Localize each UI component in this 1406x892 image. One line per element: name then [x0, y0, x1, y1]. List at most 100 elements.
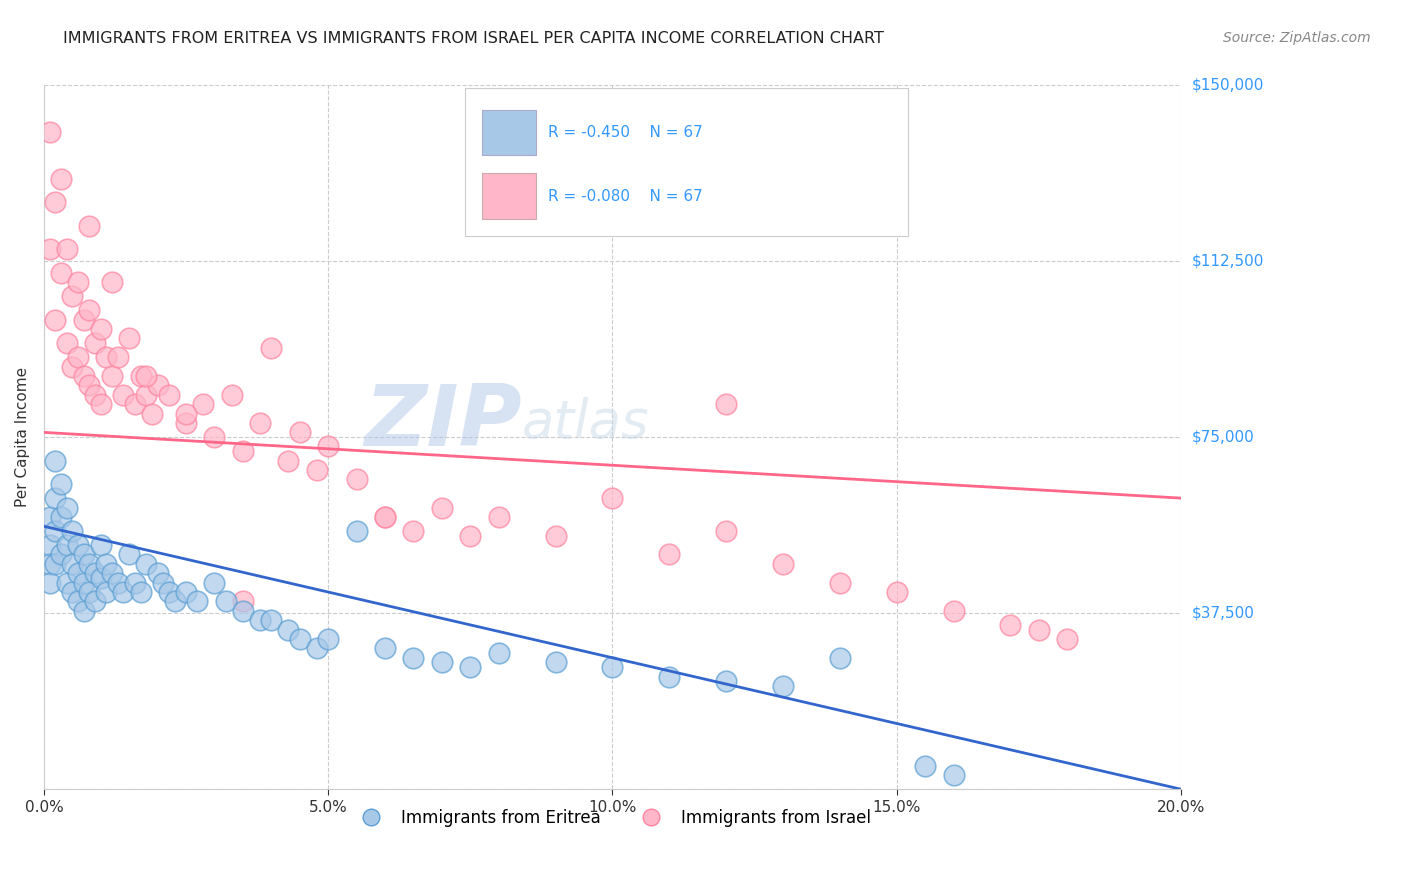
Point: [38, 509, 60, 524]
Point: [374, 509, 396, 524]
Y-axis label: Per Capita Income: Per Capita Income: [15, 367, 30, 508]
Point: [157, 585, 180, 599]
Text: $112,500: $112,500: [1192, 253, 1264, 268]
Point: [60, 557, 83, 571]
Point: [44, 524, 66, 538]
Point: [772, 557, 794, 571]
Point: [828, 650, 851, 665]
Point: [107, 351, 129, 365]
Point: [288, 632, 311, 646]
Point: [38, 557, 60, 571]
Point: [260, 341, 283, 355]
Point: [73, 369, 96, 384]
Text: R = -0.450    N = 67: R = -0.450 N = 67: [547, 126, 703, 140]
Point: [544, 656, 567, 670]
Point: [135, 557, 157, 571]
Point: [73, 548, 96, 562]
Point: [55, 500, 77, 515]
Point: [84, 336, 107, 351]
Point: [44, 195, 66, 210]
Point: [191, 397, 214, 411]
Point: [90, 571, 112, 585]
Point: [90, 538, 112, 552]
Point: [135, 388, 157, 402]
Point: [232, 604, 254, 618]
Point: [90, 397, 112, 411]
Point: [430, 500, 453, 515]
Point: [38, 242, 60, 256]
Point: [174, 407, 197, 421]
Point: [38, 538, 60, 552]
Point: [55, 336, 77, 351]
Point: [49, 171, 72, 186]
Point: [101, 275, 124, 289]
Point: [60, 359, 83, 374]
FancyBboxPatch shape: [482, 110, 536, 155]
Point: [277, 623, 299, 637]
Point: [79, 378, 101, 392]
Point: [186, 594, 208, 608]
Point: [488, 509, 510, 524]
Point: [118, 548, 141, 562]
Point: [124, 397, 146, 411]
Point: [458, 529, 481, 543]
Legend: Immigrants from Eritrea, Immigrants from Israel: Immigrants from Eritrea, Immigrants from…: [347, 803, 877, 834]
Text: R = -0.080    N = 67: R = -0.080 N = 67: [547, 189, 703, 203]
Point: [1056, 632, 1078, 646]
Point: [73, 312, 96, 326]
Point: [73, 575, 96, 590]
Text: IMMIGRANTS FROM ERITREA VS IMMIGRANTS FROM ISRAEL PER CAPITA INCOME CORRELATION : IMMIGRANTS FROM ERITREA VS IMMIGRANTS FR…: [63, 31, 884, 46]
FancyBboxPatch shape: [464, 88, 908, 236]
Text: $37,500: $37,500: [1192, 606, 1256, 621]
Point: [96, 585, 118, 599]
Point: [146, 566, 169, 581]
Point: [49, 509, 72, 524]
Point: [260, 613, 283, 627]
Point: [101, 566, 124, 581]
Point: [714, 674, 737, 689]
Point: [84, 566, 107, 581]
Point: [112, 388, 135, 402]
Point: [146, 378, 169, 392]
Point: [346, 472, 368, 486]
Point: [60, 31, 83, 45]
Point: [163, 594, 186, 608]
Text: ZIP: ZIP: [364, 382, 522, 465]
Point: [49, 266, 72, 280]
Point: [107, 575, 129, 590]
Point: [232, 594, 254, 608]
Point: [316, 632, 339, 646]
Point: [44, 312, 66, 326]
Point: [66, 275, 89, 289]
Point: [84, 594, 107, 608]
Point: [49, 477, 72, 491]
Point: [55, 538, 77, 552]
Point: [55, 242, 77, 256]
Point: [79, 219, 101, 233]
Point: [79, 303, 101, 318]
Point: [215, 594, 238, 608]
Point: [174, 416, 197, 430]
Point: [44, 453, 66, 467]
Point: [112, 585, 135, 599]
Point: [124, 575, 146, 590]
Point: [84, 388, 107, 402]
Point: [602, 491, 624, 505]
Point: [101, 369, 124, 384]
Point: [90, 322, 112, 336]
Point: [288, 425, 311, 440]
Point: [886, 585, 908, 599]
Point: [942, 604, 965, 618]
Point: [66, 594, 89, 608]
Point: [135, 369, 157, 384]
Point: [60, 585, 83, 599]
Point: [60, 289, 83, 303]
Point: [96, 557, 118, 571]
Point: [79, 585, 101, 599]
Point: [204, 430, 226, 444]
Point: [129, 369, 152, 384]
Point: [458, 660, 481, 674]
Point: [1028, 623, 1050, 637]
Point: [714, 524, 737, 538]
Point: [38, 125, 60, 139]
